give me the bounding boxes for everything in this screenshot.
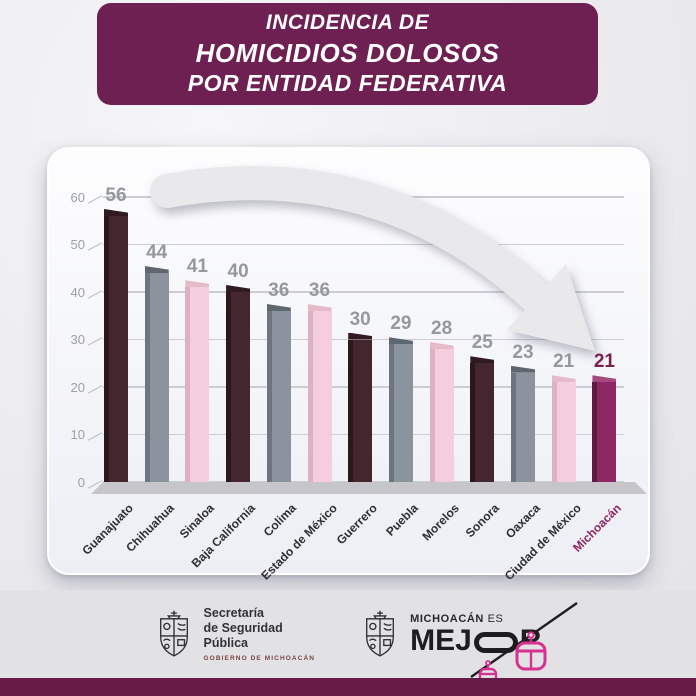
bar-value-label: 25 [471, 332, 493, 354]
y-tick-mark [87, 432, 103, 441]
bar-top-face [266, 304, 291, 311]
tagline-light: ES [483, 612, 504, 625]
footer: Secretaría de Seguridad Pública GOBIERNO… [0, 590, 696, 685]
bar [104, 216, 128, 482]
y-tick-label: 40 [70, 284, 85, 300]
gridline [103, 291, 624, 293]
cablecar-icon [470, 601, 578, 685]
grid-row: 10 [57, 426, 624, 444]
y-tick-mark [87, 384, 103, 394]
tagline: MICHOACÁN ES [410, 613, 541, 625]
michoacan-es-mejor-logo: MICHOACÁN ES MEJ [361, 601, 578, 685]
org-name-line: Secretaría [203, 606, 264, 620]
bar-value-label: 21 [593, 351, 615, 373]
bar-top-face [307, 304, 332, 311]
wordmark-mejor: MEJ [410, 601, 578, 685]
bar [551, 382, 576, 482]
y-tick-label: 0 [77, 474, 85, 490]
y-tick-mark [87, 337, 103, 346]
bar [144, 273, 169, 482]
y-tick-mark [87, 242, 103, 251]
michoacan-coat-of-arms-icon [366, 610, 395, 657]
bottom-accent-bar [0, 678, 696, 696]
bar-value-label: 36 [308, 280, 331, 301]
bar [185, 287, 210, 482]
bar-chart: 0 10 20 30 40 50 60 56 Guanajuato 44 Chihuahua 41 Si… [49, 149, 648, 583]
tagline-bold: MICHOACÁN [410, 612, 484, 625]
wordmark-start: MEJ [410, 623, 472, 657]
bar [511, 372, 535, 482]
bar-top-face [429, 342, 454, 349]
bar [266, 311, 291, 482]
cablecar-o-icon [470, 601, 578, 685]
y-tick-label: 10 [70, 427, 85, 442]
title-line-2: HOMICIDIOS DOLOSOS [195, 37, 500, 68]
bar-value-label: 56 [105, 185, 127, 206]
grid-row: 60 [57, 188, 624, 206]
org-name-line: de Seguridad [203, 621, 283, 635]
bar-value-label: 28 [431, 318, 453, 339]
chart-card: 0 10 20 30 40 50 60 56 Guanajuato 44 Chihuahua 41 Si… [47, 147, 650, 583]
secretaria-seguridad-logo: Secretaría de Seguridad Pública GOBIERNO… [155, 606, 316, 662]
michoacan-coat-of-arms-icon [159, 610, 188, 657]
y-tick-label: 30 [70, 332, 85, 347]
chart-floor [91, 482, 647, 494]
bar [307, 311, 332, 482]
gridline [103, 243, 624, 246]
bar-top-face [144, 266, 169, 273]
bar [348, 339, 373, 482]
title-line-1: INCIDENCIA DE [265, 11, 430, 35]
bar [470, 363, 495, 482]
bar-top-face [511, 365, 535, 373]
bar-top-face [348, 332, 373, 340]
gridline [103, 196, 624, 198]
bar-top-face [185, 280, 210, 288]
y-tick-label: 60 [70, 189, 85, 205]
bar [388, 344, 413, 482]
bar [429, 349, 454, 482]
bar-value-label: 29 [390, 313, 412, 335]
y-tick-label: 50 [70, 237, 85, 252]
y-tick-mark [87, 289, 103, 299]
org-name-line: Pública [203, 636, 248, 650]
bar-value-label: 21 [553, 351, 575, 373]
title-banner: INCIDENCIA DE HOMICIDIOS DOLOSOS POR ENT… [97, 3, 598, 105]
bar-top-face [592, 375, 617, 383]
title-line-3: POR ENTIDAD FEDERATIVA [187, 70, 508, 96]
org-subline: GOBIERNO DE MICHOACÁN [203, 655, 316, 662]
bar [226, 292, 251, 482]
grid-row: 20 [57, 378, 624, 396]
bar [592, 382, 617, 482]
bar-top-face [470, 356, 495, 364]
bar-top-face [388, 337, 413, 345]
bar-top-face [104, 209, 128, 216]
bar-top-face [551, 375, 576, 383]
y-tick-label: 20 [70, 379, 85, 395]
